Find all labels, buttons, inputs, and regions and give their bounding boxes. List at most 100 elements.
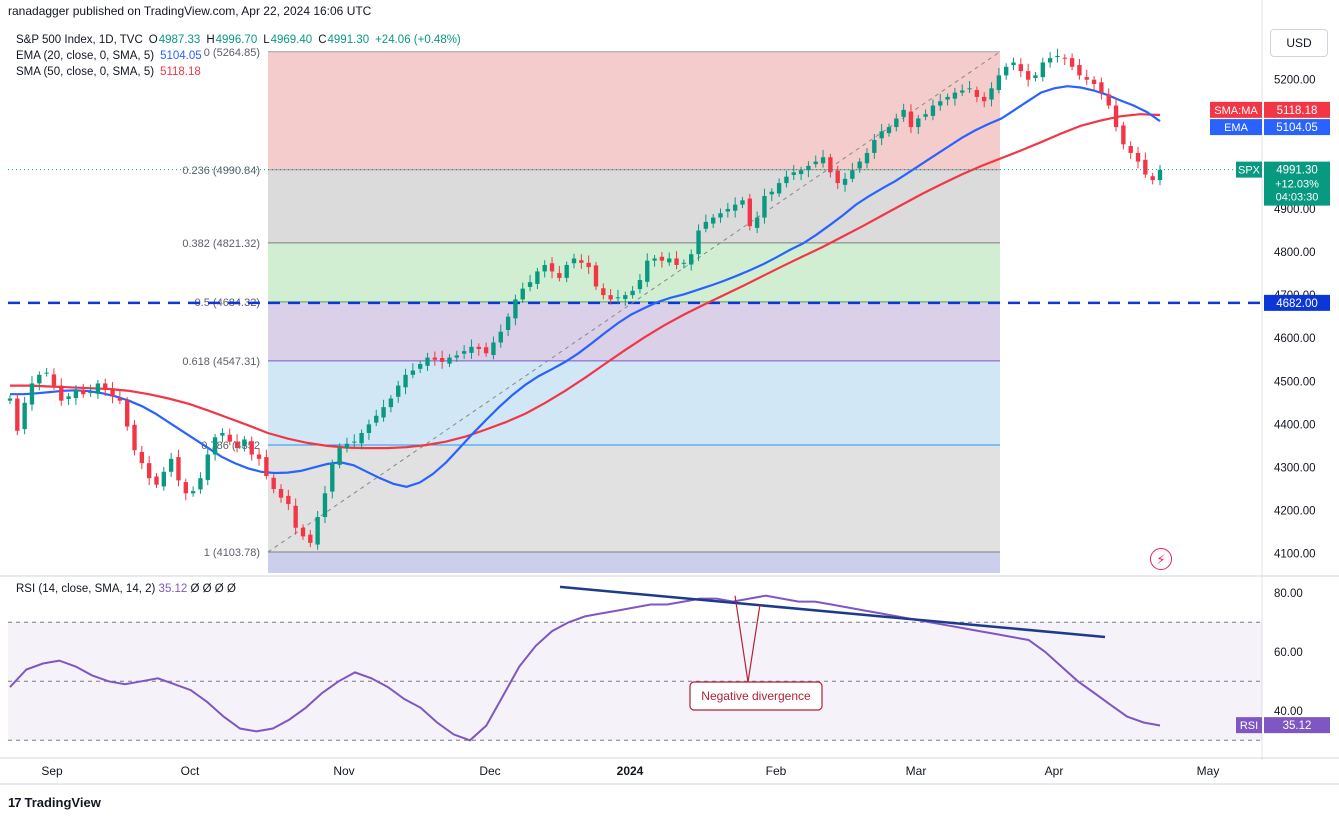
ohlc-change: +24.06 (+0.48%) xyxy=(375,34,461,46)
currency-button[interactable]: USD xyxy=(1270,29,1328,57)
candle-body xyxy=(1135,152,1141,162)
candle-body xyxy=(703,221,709,229)
candle-body xyxy=(711,217,716,224)
candle-body xyxy=(66,396,71,399)
candle-body xyxy=(754,217,760,228)
fib-zone xyxy=(268,360,1000,446)
price-tick-label: 4400.00 xyxy=(1274,419,1316,431)
candle-body xyxy=(806,165,811,171)
candle-body xyxy=(161,471,167,487)
fib-level-label: 0 (5264.85) xyxy=(204,47,260,59)
candlestick-series xyxy=(7,48,1163,550)
candle-body xyxy=(945,96,950,100)
candle-body xyxy=(923,114,928,117)
candle-body xyxy=(864,152,870,164)
candle-body xyxy=(498,331,503,343)
brand-name: TradingView xyxy=(24,795,101,810)
candle-body xyxy=(330,463,335,492)
time-axis[interactable]: Sep Oct Nov Dec 2024 Feb Mar Apr May xyxy=(0,757,1339,785)
rsi-panel[interactable]: 80.00 60.00 40.00 Negative divergence RSI 35.… xyxy=(0,575,1339,742)
candle-body xyxy=(205,454,210,480)
rsi-legend-label[interactable]: RSI (14, close, SMA, 14, 2) xyxy=(16,583,156,595)
time-tick-label: Feb xyxy=(766,764,787,778)
candle-body xyxy=(813,161,818,165)
ohlc-open-label: O xyxy=(148,34,158,46)
candle-body xyxy=(220,432,225,436)
price-tick-label: 4100.00 xyxy=(1274,549,1316,561)
sma-tag-name: SMA:MA xyxy=(1214,105,1258,117)
candle-body xyxy=(769,191,774,195)
flash-icon[interactable]: ⚡ xyxy=(1150,548,1172,570)
candle-body xyxy=(535,271,540,284)
price-tick-label: 4600.00 xyxy=(1274,333,1316,345)
candle-body xyxy=(366,424,372,433)
candle-body xyxy=(901,109,906,117)
support-tag-bg xyxy=(1264,294,1330,311)
candle-body xyxy=(872,140,877,153)
time-tick-label: Apr xyxy=(1045,764,1064,778)
sma-tag-name-bg xyxy=(1210,101,1262,118)
price-tick-label: 4900.00 xyxy=(1274,204,1316,216)
candle-body xyxy=(344,443,350,449)
candle-body xyxy=(154,476,159,485)
ema-tag-name-bg xyxy=(1210,119,1262,136)
candle-body xyxy=(798,170,804,175)
candle-body xyxy=(29,383,35,405)
ema-tag-name: EMA xyxy=(1224,122,1249,134)
candle-body xyxy=(879,131,884,139)
rsi-legend-extras: Ø Ø Ø Ø xyxy=(190,583,236,595)
candle-body xyxy=(652,258,657,261)
ohlc-low: 4969.40 xyxy=(270,34,313,46)
sma-50-line xyxy=(10,113,1161,450)
candle-body xyxy=(989,88,994,100)
candle-body xyxy=(381,407,386,418)
candle-body xyxy=(505,316,511,331)
candle-body xyxy=(1062,57,1067,59)
candle-body xyxy=(725,208,731,212)
sma-legend-label[interactable]: SMA (50, close, 0, SMA, 5) xyxy=(16,66,155,78)
candle-body xyxy=(784,176,789,184)
candle-body xyxy=(352,441,357,443)
candle-body xyxy=(234,441,240,449)
publisher-header: ranadagger published on TradingView.com,… xyxy=(8,4,372,18)
ema-legend-label[interactable]: EMA (20, close, 0, SMA, 5) xyxy=(16,50,155,62)
fib-level-label: 0.236 (4990.84) xyxy=(182,165,260,177)
candle-body xyxy=(322,493,328,517)
price-axis[interactable]: 5200.004900.004800.004700.004600.004500.… xyxy=(1261,0,1316,760)
candle-body xyxy=(337,448,342,465)
candle-body xyxy=(1099,82,1104,93)
spx-tag-change: +12.03% xyxy=(1275,179,1319,191)
candle-body xyxy=(1033,75,1038,78)
candle-body xyxy=(88,392,93,394)
candle-body xyxy=(286,495,291,505)
candle-body xyxy=(256,454,262,459)
candle-body xyxy=(835,170,840,184)
candle-body xyxy=(51,374,57,386)
candle-body xyxy=(996,75,1002,91)
candle-body xyxy=(139,451,145,464)
candle-body xyxy=(483,347,489,354)
candle-body xyxy=(1011,62,1016,66)
tradingview-brand[interactable]: 17 TradingView xyxy=(8,795,101,810)
symbol-title[interactable]: S&P 500 Index, 1D, TVC xyxy=(16,34,143,46)
candle-body xyxy=(747,198,752,227)
time-tick-label: May xyxy=(1197,764,1220,778)
chart-legend: S&P 500 Index, 1D, TVC O 4987.33 H 4996.70… xyxy=(16,32,461,80)
candle-body xyxy=(689,254,694,265)
fib-trend-line xyxy=(267,51,1001,553)
fib-level-label: 1 (4103.78) xyxy=(204,547,260,559)
candle-body xyxy=(608,295,613,300)
candle-body xyxy=(1128,146,1133,153)
time-tick-label: Mar xyxy=(906,764,927,778)
candle-body xyxy=(132,424,137,451)
candle-body xyxy=(7,398,13,401)
candle-body xyxy=(37,374,42,384)
time-tick-label: Sep xyxy=(41,764,63,778)
fib-zone xyxy=(268,169,1000,243)
fib-zone xyxy=(268,551,1000,573)
candle-body xyxy=(630,290,635,296)
rsi-legend-value: 35.12 xyxy=(158,583,188,595)
candle-body xyxy=(850,170,855,179)
candle-body xyxy=(212,437,218,455)
